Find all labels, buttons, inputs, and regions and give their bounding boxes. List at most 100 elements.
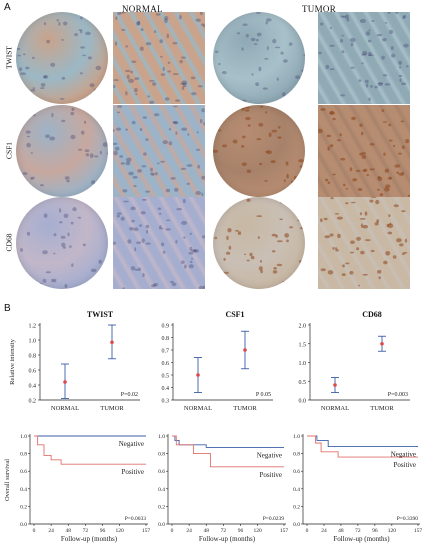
ihc-image-cd68-normal-highmag xyxy=(113,197,205,289)
y-tick-label: 0.6 xyxy=(158,469,165,475)
y-tick-label: 2.0 xyxy=(299,324,307,330)
ihc-image-csf1-tumor-highmag xyxy=(318,105,410,197)
y-tick-label: 0.4 xyxy=(293,487,300,493)
x-tick-label: 157 xyxy=(280,528,289,534)
y-tick-label: 0.5 xyxy=(162,374,170,380)
p-value-label: P=0.02 xyxy=(121,392,138,398)
ihc-image-twist-normal-highmag xyxy=(113,12,205,104)
y-tick-label: 0.2 xyxy=(20,504,27,510)
x-tick-label: 72 xyxy=(221,528,227,534)
normal-header: NORMAL xyxy=(122,4,163,14)
x-tick-label: 157 xyxy=(414,528,423,534)
x-tick-label: 0 xyxy=(171,528,174,534)
y-axis-title-intensity: Relative intensity xyxy=(9,338,16,384)
mean-point xyxy=(110,340,114,345)
legend-positive: Positive xyxy=(393,461,416,469)
y-tick-label: 0.8 xyxy=(162,336,170,342)
x-tick-label: 120 xyxy=(115,528,124,534)
ihc-image-cd68-tumor-lowmag xyxy=(213,197,305,289)
y-tick-label: 0.4 xyxy=(158,487,165,493)
y-tick-label: 0.4 xyxy=(162,386,170,392)
y-tick-label: 0.8 xyxy=(20,452,27,458)
x-tick-label: 48 xyxy=(203,528,209,534)
ihc-image-csf1-tumor-lowmag xyxy=(213,105,305,197)
y-tick-label: 1.2 xyxy=(29,324,37,330)
y-tick-label: 0.7 xyxy=(162,349,170,355)
y-tick-label: 0.2 xyxy=(29,399,37,405)
y-tick-label: 0.2 xyxy=(158,504,165,510)
y-tick-label: 0.2 xyxy=(293,504,300,510)
x-tick-label: 157 xyxy=(142,528,151,534)
y-tick-label: 0.6 xyxy=(162,361,170,367)
p-value-label: P=0.0033 xyxy=(125,516,147,522)
x-tick-label: 24 xyxy=(321,528,327,534)
y-tick-label: 0.0 xyxy=(293,522,300,528)
legend-negative: Negative xyxy=(119,440,144,448)
x-axis-title: Follow-up (months) xyxy=(333,535,390,543)
y-tick-label: 0.6 xyxy=(293,469,300,475)
y-axis-title-survival: Overall survival xyxy=(4,459,11,501)
y-tick-label: 0.8 xyxy=(158,452,165,458)
mean-point xyxy=(243,348,247,352)
y-tick-label: 0.0 xyxy=(299,399,307,405)
km-curve-negative xyxy=(172,435,284,448)
x-tick-label: 24 xyxy=(48,528,54,534)
y-tick-label: 0.8 xyxy=(293,452,300,458)
x-tick-label: TUMOR xyxy=(370,405,394,412)
y-tick-label: 0.4 xyxy=(29,384,37,390)
ihc-image-twist-tumor-lowmag xyxy=(213,12,305,104)
mean-point xyxy=(333,383,337,387)
legend-positive: Positive xyxy=(121,468,144,476)
x-tick-label: TUMOR xyxy=(233,405,257,412)
legend-negative: Negative xyxy=(391,451,416,459)
y-tick-label: 1.0 xyxy=(293,434,300,440)
mean-point xyxy=(380,341,384,346)
y-tick-label: 0.6 xyxy=(20,469,27,475)
x-tick-label: 0 xyxy=(33,528,36,534)
p-value-label: P=0.0239 xyxy=(263,516,285,522)
x-tick-label: 120 xyxy=(388,528,397,534)
csf1-chart-title: CSF1 xyxy=(225,310,245,319)
x-tick-label: 72 xyxy=(355,528,361,534)
ihc-image-cd68-tumor-highmag xyxy=(318,197,410,289)
x-axis-title: Follow-up (months) xyxy=(199,535,256,543)
ihc-image-twist-tumor-highmag xyxy=(318,12,410,104)
mean-point xyxy=(63,380,67,384)
y-tick-label: 0.5 xyxy=(299,380,307,386)
twist-chart-title: TWIST xyxy=(86,310,114,319)
x-tick-label: 96 xyxy=(238,528,244,534)
km-curve-positive xyxy=(307,435,418,458)
y-tick-label: 0.8 xyxy=(29,354,37,360)
legend-positive: Positive xyxy=(259,471,282,479)
y-tick-label: 0.6 xyxy=(29,369,37,375)
y-tick-label: 1.5 xyxy=(299,342,307,348)
x-tick-label: NORMAL xyxy=(51,405,79,412)
ihc-image-twist-normal-lowmag xyxy=(16,12,108,104)
x-tick-label: 0 xyxy=(306,528,309,534)
x-tick-label: NORMAL xyxy=(184,405,212,412)
panel-a-letter: A xyxy=(4,2,11,13)
y-tick-label: 1.0 xyxy=(299,361,307,367)
x-tick-label: 72 xyxy=(83,528,89,534)
ihc-image-csf1-normal-lowmag xyxy=(16,105,108,197)
mean-point xyxy=(196,373,200,377)
km-curve-positive xyxy=(172,435,284,468)
y-tick-label: 0.3 xyxy=(162,399,170,405)
p-value-label: P 0.05 xyxy=(256,392,271,398)
cd68-chart-title: CD68 xyxy=(362,310,382,319)
x-tick-label: 24 xyxy=(186,528,192,534)
x-tick-label: NORMAL xyxy=(321,405,349,412)
x-tick-label: 120 xyxy=(253,528,262,534)
x-tick-label: 48 xyxy=(65,528,71,534)
y-tick-label: 0.0 xyxy=(20,522,27,528)
y-tick-label: 0.9 xyxy=(162,324,170,330)
ihc-image-cd68-normal-lowmag xyxy=(16,197,108,289)
ihc-image-csf1-normal-highmag xyxy=(113,105,205,197)
legend-negative: Negative xyxy=(257,451,282,459)
x-axis-title: Follow-up (months) xyxy=(61,535,118,543)
y-tick-label: 1.0 xyxy=(158,434,165,440)
y-tick-label: 0.0 xyxy=(158,522,165,528)
km-curve-positive xyxy=(34,435,146,465)
x-tick-label: TUMOR xyxy=(100,405,124,412)
y-tick-label: 0.4 xyxy=(20,487,27,493)
